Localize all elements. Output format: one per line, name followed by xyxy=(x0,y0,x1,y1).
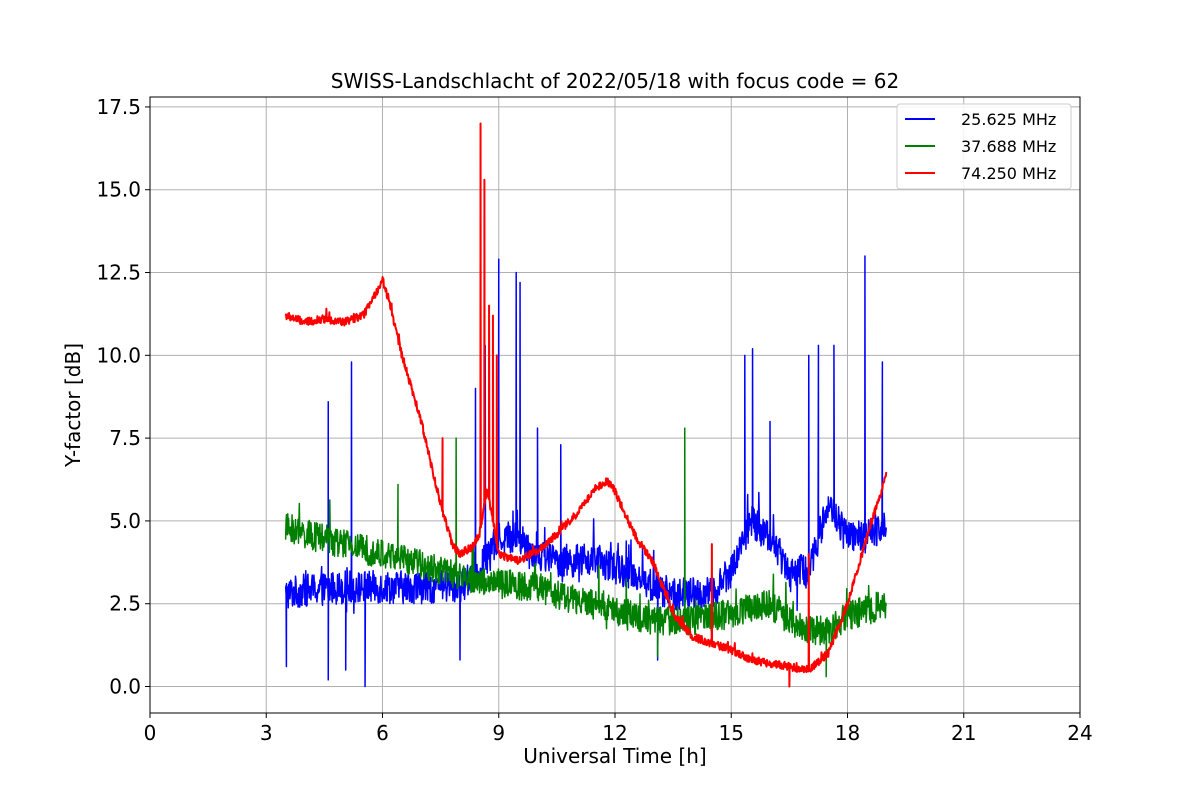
legend-box xyxy=(896,103,1072,190)
x-tick-label: 18 xyxy=(835,721,860,745)
legend-label: 37.688 MHz xyxy=(961,137,1056,156)
plot-series-group xyxy=(284,122,888,688)
x-tick-label: 3 xyxy=(260,721,273,745)
x-axis-ticks: 0 3 6 9 12 15 18 21 24 xyxy=(144,713,1093,745)
y-tick-label: 7.5 xyxy=(109,426,141,450)
legend-label: 74.250 MHz xyxy=(961,164,1056,183)
y-axis-title: Y-factor [dB] xyxy=(61,343,85,468)
y-tick-label: 12.5 xyxy=(96,261,141,285)
series-line-1 xyxy=(284,255,887,688)
x-tick-label: 21 xyxy=(951,721,976,745)
y-tick-label: 2.5 xyxy=(109,592,141,616)
y-tick-label: 5.0 xyxy=(109,509,141,533)
series-line-2 xyxy=(284,427,887,678)
x-tick-label: 15 xyxy=(719,721,744,745)
x-tick-label: 6 xyxy=(376,721,389,745)
y-tick-label: 15.0 xyxy=(96,178,141,202)
y-axis-ticks: 0.0 2.5 5.0 7.5 10.0 12.5 15.0 17.5 xyxy=(96,95,150,699)
x-tick-label: 9 xyxy=(492,721,505,745)
x-tick-label: 12 xyxy=(602,721,627,745)
chart-title: SWISS-Landschlacht of 2022/05/18 with fo… xyxy=(331,69,899,93)
legend: 25.625 MHz 37.688 MHz 74.250 MHz xyxy=(896,103,1072,190)
x-tick-label: 24 xyxy=(1067,721,1092,745)
y-tick-label: 17.5 xyxy=(96,95,141,119)
y-tick-label: 0.0 xyxy=(109,675,141,699)
legend-label: 25.625 MHz xyxy=(961,110,1056,129)
y-tick-label: 10.0 xyxy=(96,343,141,367)
x-tick-label: 0 xyxy=(144,721,157,745)
series-line-3 xyxy=(284,122,888,688)
x-axis-title: Universal Time [h] xyxy=(523,744,706,768)
